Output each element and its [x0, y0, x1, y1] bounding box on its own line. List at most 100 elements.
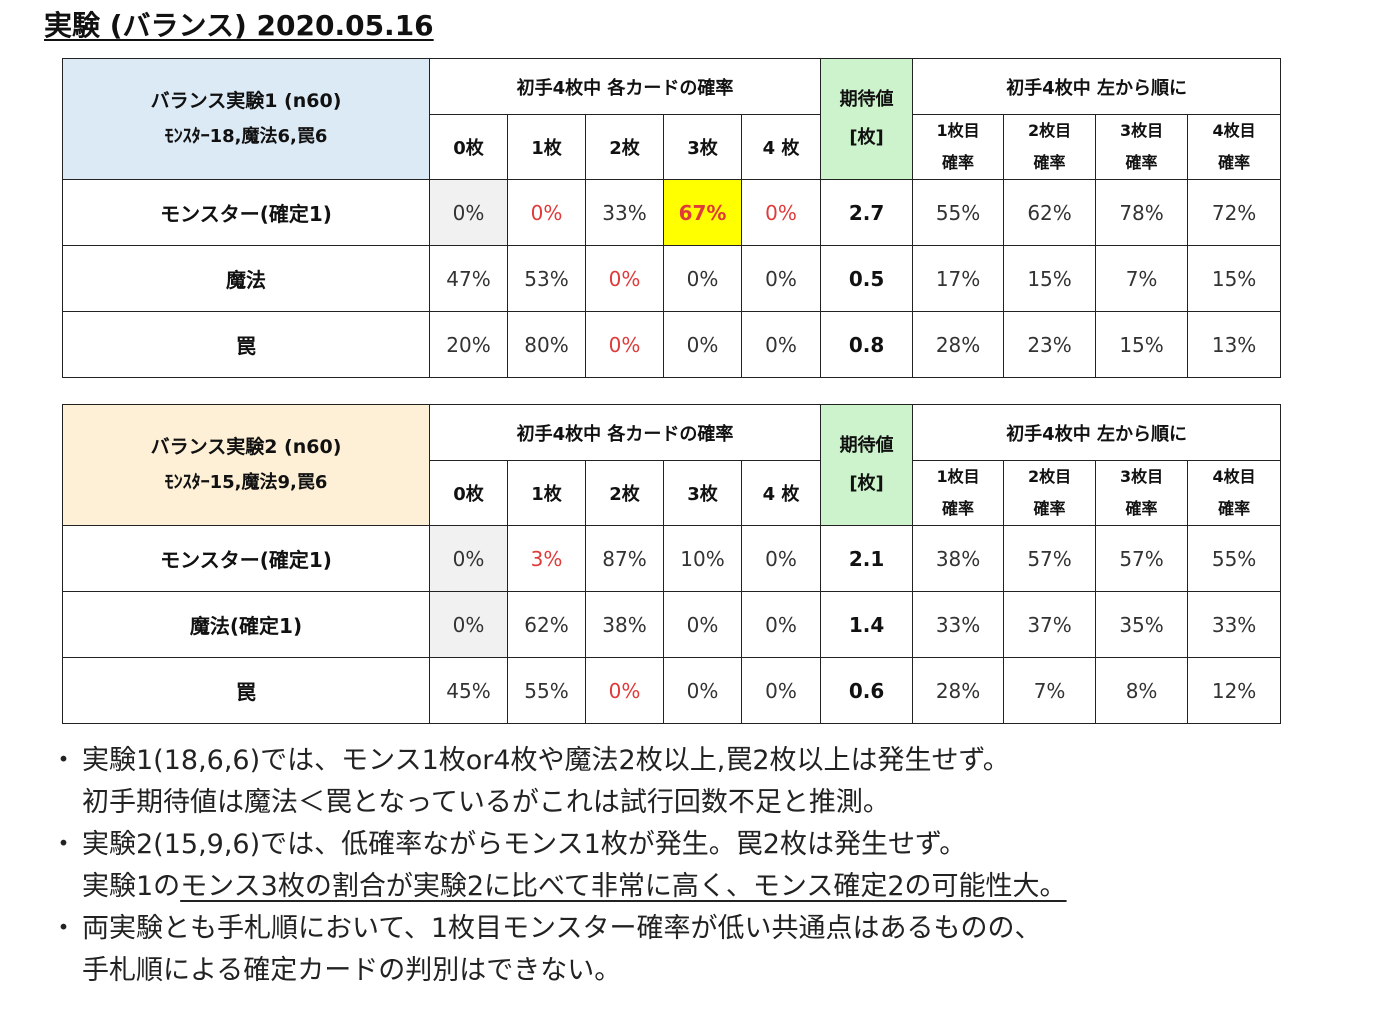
header-count-0: 0枚 — [429, 114, 508, 180]
note-item: 実験1(18,6,6)では、モンス1枚or4枚や魔法2枚以上,罠2枚以上は発生せ… — [50, 740, 1370, 824]
header-count-1: 1枚 — [507, 114, 586, 180]
count-cell: 45% — [429, 657, 508, 724]
count-cell: 0% — [507, 179, 586, 246]
position-cell: 62% — [1003, 179, 1097, 246]
experiment-table-2: バランス実験2 (n60) ﾓﾝｽﾀｰ15,魔法9,罠6 初手4枚中 各カードの… — [62, 404, 1282, 724]
table-1-title-cell: バランス実験1 (n60) ﾓﾝｽﾀｰ18,魔法6,罠6 — [62, 58, 430, 180]
position-cell: 55% — [912, 179, 1005, 246]
position-cell: 38% — [912, 525, 1005, 592]
header-count-1: 1枚 — [507, 460, 586, 526]
table-row: モンスター(確定1) 0% 0% 33% 67% 0% 2.7 55% 62% … — [62, 179, 1282, 246]
count-cell: 38% — [585, 591, 664, 658]
count-cell: 0% — [740, 179, 822, 246]
row-label: 罠 — [62, 311, 430, 378]
position-cell: 33% — [912, 591, 1005, 658]
expected-value: 2.1 — [820, 525, 914, 592]
position-cell: 35% — [1095, 591, 1189, 658]
position-cell: 7% — [1003, 657, 1097, 724]
note-item: 両実験とも手札順において、1枚目モンスター確率が低い共通点はあるものの、 手札順… — [50, 908, 1370, 992]
count-cell: 0% — [429, 525, 508, 592]
table-row: 罠 20% 80% 0% 0% 0% 0.8 28% 23% 15% 13% — [62, 311, 1282, 378]
header-expected: 期待値 [枚] — [820, 404, 914, 526]
count-cell: 0% — [429, 179, 508, 246]
note-item: 実験2(15,9,6)では、低確率ながらモンス1枚が発生。罠2枚は発生せず。 実… — [50, 824, 1370, 908]
note-line: 初手期待値は魔法＜罠となっているがこれは試行回数不足と推測。 — [82, 787, 890, 818]
count-cell: 80% — [507, 311, 586, 378]
note-line: 両実験とも手札順において、1枚目モンスター確率が低い共通点はあるものの、 — [82, 913, 1042, 944]
count-cell-highlighted: 67% — [663, 179, 742, 246]
position-cell: 15% — [1003, 245, 1097, 312]
count-cell: 0% — [585, 245, 664, 312]
position-cell: 57% — [1095, 525, 1189, 592]
experiment-table-1: バランス実験1 (n60) ﾓﾝｽﾀｰ18,魔法6,罠6 初手4枚中 各カードの… — [62, 58, 1282, 378]
table-2-title: バランス実験2 (n60) — [150, 436, 342, 458]
header-position-2: 2枚目 確率 — [1003, 460, 1097, 526]
row-label: 魔法(確定1) — [62, 591, 430, 658]
count-cell: 0% — [663, 657, 742, 724]
position-cell: 33% — [1187, 591, 1282, 658]
position-cell: 28% — [912, 311, 1005, 378]
position-cell: 15% — [1095, 311, 1189, 378]
header-count-0: 0枚 — [429, 460, 508, 526]
count-cell: 3% — [507, 525, 586, 592]
header-count-group: 初手4枚中 各カードの確率 — [428, 404, 822, 461]
position-cell: 23% — [1003, 311, 1097, 378]
note-underlined-text: モンス3枚の割合が実験2に比べて非常に高く、モンス確定2の可能性大。 — [180, 871, 1067, 902]
count-cell: 20% — [429, 311, 508, 378]
table-2-title-cell: バランス実験2 (n60) ﾓﾝｽﾀｰ15,魔法9,罠6 — [62, 404, 430, 526]
count-cell: 87% — [585, 525, 664, 592]
header-expected-label: 期待値 — [839, 435, 894, 456]
table-1-title: バランス実験1 (n60) — [150, 90, 342, 112]
expected-value: 2.7 — [820, 179, 914, 246]
position-cell: 12% — [1187, 657, 1282, 724]
header-expected-label: 期待値 — [839, 89, 894, 110]
header-position-4: 4枚目 確率 — [1187, 114, 1282, 180]
header-position-3: 3枚目 確率 — [1095, 460, 1189, 526]
table-row: 罠 45% 55% 0% 0% 0% 0.6 28% 7% 8% 12% — [62, 657, 1282, 724]
table-row: モンスター(確定1) 0% 3% 87% 10% 0% 2.1 38% 57% … — [62, 525, 1282, 592]
note-line: 手札順による確定カードの判別はできない。 — [82, 955, 622, 986]
header-count-2: 2枚 — [585, 114, 664, 180]
count-cell: 0% — [740, 525, 822, 592]
count-cell: 0% — [663, 311, 742, 378]
expected-value: 0.5 — [820, 245, 914, 312]
position-cell: 57% — [1003, 525, 1097, 592]
position-cell: 55% — [1187, 525, 1282, 592]
header-count-4: 4 枚 — [740, 114, 822, 180]
count-cell: 0% — [740, 245, 822, 312]
page-title: 実験 (バランス) 2020.05.16 — [44, 9, 434, 42]
position-cell: 13% — [1187, 311, 1282, 378]
table-2-subtitle: ﾓﾝｽﾀｰ15,魔法9,罠6 — [164, 472, 328, 493]
note-line: 実験1(18,6,6)では、モンス1枚or4枚や魔法2枚以上,罠2枚以上は発生せ… — [82, 745, 1010, 776]
position-cell: 17% — [912, 245, 1005, 312]
header-count-3: 3枚 — [663, 114, 742, 180]
note-line-prefix: 実験1の — [82, 871, 181, 902]
row-label: 罠 — [62, 657, 430, 724]
count-cell: 62% — [507, 591, 586, 658]
header-count-2: 2枚 — [585, 460, 664, 526]
count-cell: 0% — [740, 591, 822, 658]
header-expected: 期待値 [枚] — [820, 58, 914, 180]
position-cell: 15% — [1187, 245, 1282, 312]
position-cell: 72% — [1187, 179, 1282, 246]
count-cell: 55% — [507, 657, 586, 724]
expected-value: 0.6 — [820, 657, 914, 724]
count-cell: 53% — [507, 245, 586, 312]
count-cell: 0% — [740, 311, 822, 378]
header-count-group: 初手4枚中 各カードの確率 — [428, 58, 822, 115]
expected-value: 1.4 — [820, 591, 914, 658]
note-line: 実験2(15,9,6)では、低確率ながらモンス1枚が発生。罠2枚は発生せず。 — [82, 829, 967, 860]
header-position-1: 1枚目 確率 — [912, 114, 1005, 180]
count-cell: 0% — [663, 591, 742, 658]
row-label: モンスター(確定1) — [62, 179, 430, 246]
count-cell: 0% — [740, 657, 822, 724]
count-cell: 0% — [585, 311, 664, 378]
header-order-group: 初手4枚中 左から順に — [912, 58, 1282, 115]
table-row: 魔法 47% 53% 0% 0% 0% 0.5 17% 15% 7% 15% — [62, 245, 1282, 312]
table-1-subtitle: ﾓﾝｽﾀｰ18,魔法6,罠6 — [164, 126, 328, 147]
count-cell: 10% — [663, 525, 742, 592]
row-label: 魔法 — [62, 245, 430, 312]
count-cell: 33% — [585, 179, 664, 246]
header-count-3: 3枚 — [663, 460, 742, 526]
header-position-4: 4枚目 確率 — [1187, 460, 1282, 526]
